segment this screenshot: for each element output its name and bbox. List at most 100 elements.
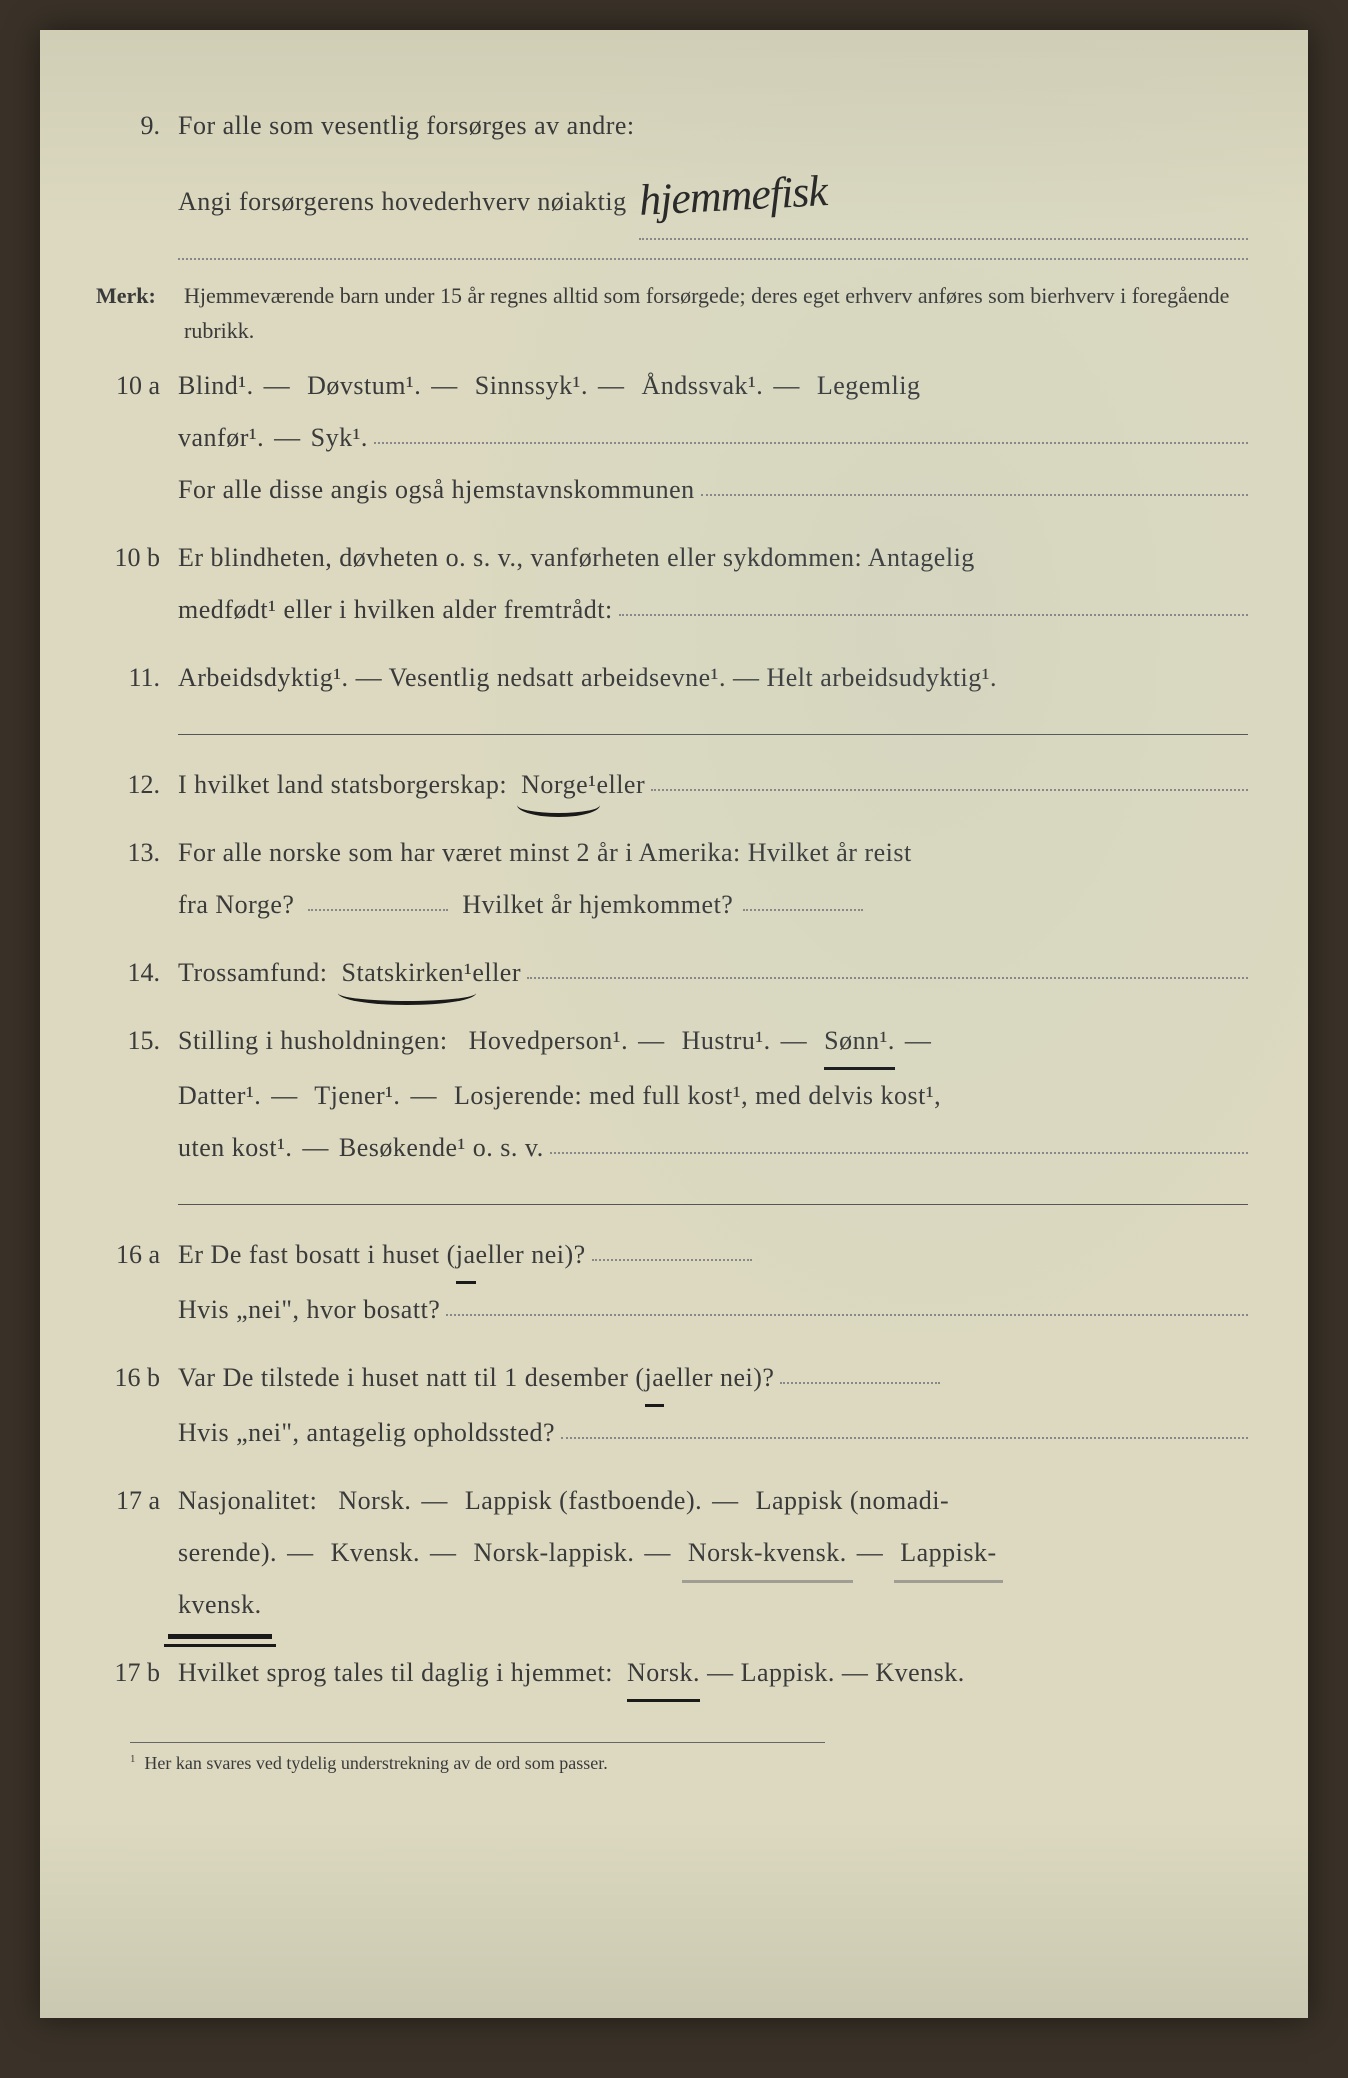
q10a-opt-sinnssyk: Sinnssyk¹. (475, 371, 588, 400)
q10a-opt-andssvak: Åndssvak¹. (641, 371, 763, 400)
q16a-line2-text: Hvis „nei", hvor bosatt? (178, 1284, 440, 1336)
q13-line2-a: fra Norge? (178, 879, 294, 931)
q10a-kommune-field[interactable] (701, 494, 1248, 496)
q10a-opt-syk: Syk¹. (311, 412, 368, 464)
q16b-content: Var De tilstede i huset natt til 1 desem… (178, 1352, 1248, 1459)
q9-line2-lead: Angi forsørgerens hovederhverv nøiaktig (178, 176, 627, 228)
q17a-lead: Nasjonalitet: (178, 1486, 317, 1515)
question-10a: 10 a Blind¹.— Døvstum¹.— Sinnssyk¹.— Ånd… (90, 360, 1248, 516)
q10a-line2: vanfør¹.— Syk¹. (178, 412, 1248, 464)
q12-content: I hvilket land statsborgerskap: Norge¹ e… (178, 759, 1248, 811)
q16a-selected-ja: ja (456, 1229, 476, 1284)
q15-line3: uten kost¹.— Besøkende¹ o. s. v. (178, 1122, 1248, 1174)
q16a-field[interactable] (592, 1259, 752, 1261)
q10a-line3: For alle disse angis også hjemstavnskomm… (178, 464, 1248, 516)
q10b-number: 10 b (90, 532, 178, 584)
merk-label: Merk: (90, 278, 184, 348)
q17b-opt-kvensk: Kvensk. (875, 1658, 964, 1687)
q16b-field[interactable] (780, 1382, 940, 1384)
q17a-number: 17 a (90, 1475, 178, 1527)
q13-year-left-field[interactable] (308, 909, 448, 911)
q17a-content: Nasjonalitet: Norsk.— Lappisk (fastboend… (178, 1475, 1248, 1631)
question-15: 15. Stilling i husholdningen: Hovedperso… (90, 1015, 1248, 1174)
q14-field[interactable] (527, 977, 1248, 979)
q10b-line2: medfødt¹ eller i hvilken alder fremtrådt… (178, 584, 1248, 636)
q16a-line1-a: Er De fast bosatt i huset ( (178, 1229, 456, 1281)
question-17b: 17 b Hvilket sprog tales til daglig i hj… (90, 1647, 1248, 1702)
q12-number: 12. (90, 759, 178, 811)
q15-opt-datter: Datter¹. (178, 1081, 261, 1110)
q12-tail: eller (596, 759, 645, 811)
divider (178, 258, 1248, 260)
q9-answer-field[interactable]: hjemmefisk (639, 150, 1248, 240)
q17a-opt-norsk-lappisk: Norsk-lappisk. (474, 1538, 635, 1567)
q17a-line1: Nasjonalitet: Norsk.— Lappisk (fastboend… (178, 1475, 1248, 1527)
q11-opt-1: Arbeidsdyktig¹. (178, 663, 349, 692)
q11-opt-2: Vesentlig nedsatt arbeidsevne¹. (389, 663, 726, 692)
q10b-content: Er blindheten, døvheten o. s. v., vanfør… (178, 532, 1248, 636)
q16b-ophold-field[interactable] (561, 1437, 1248, 1439)
merk-text: Hjemmeværende barn under 15 år regnes al… (184, 278, 1248, 348)
question-13: 13. For alle norske som har været minst … (90, 827, 1248, 931)
q10b-line2-text: medfødt¹ eller i hvilken alder fremtrådt… (178, 584, 613, 636)
q12-field[interactable] (651, 789, 1248, 791)
q16a-number: 16 a (90, 1229, 178, 1281)
q15-opt-utenkost: uten kost¹. (178, 1122, 292, 1174)
q16b-line2-text: Hvis „nei", antagelig opholdssted? (178, 1407, 555, 1459)
q13-line2: fra Norge? Hvilket år hjemkommet? (178, 879, 1248, 931)
section-divider-2 (178, 1204, 1248, 1205)
q16a-content: Er De fast bosatt i huset (ja eller nei)… (178, 1229, 1248, 1336)
q11-opt-3: Helt arbeidsudyktig¹. (766, 663, 997, 692)
q14-lead: Trossamfund: (178, 947, 328, 999)
q17a-line2: serende).— Kvensk.— Norsk-lappisk.— Nors… (178, 1527, 1248, 1579)
q16b-line1-a: Var De tilstede i huset natt til 1 desem… (178, 1352, 645, 1404)
q16b-line2: Hvis „nei", antagelig opholdssted? (178, 1407, 1248, 1459)
question-11: 11. Arbeidsdyktig¹. — Vesentlig nedsatt … (90, 652, 1248, 704)
q17a-line3: kvensk. (178, 1579, 1248, 1631)
census-form-page: 9. For alle som vesentlig forsørges av a… (40, 30, 1308, 2018)
q14-selected-statskirken: Statskirken¹ (342, 947, 473, 999)
q10b-field[interactable] (619, 614, 1248, 616)
q10a-field[interactable] (374, 442, 1248, 444)
q13-number: 13. (90, 827, 178, 879)
footnote-text: Her kan svares ved tydelig understreknin… (144, 1753, 607, 1773)
q16b-number: 16 b (90, 1352, 178, 1404)
question-17a: 17 a Nasjonalitet: Norsk.— Lappisk (fast… (90, 1475, 1248, 1631)
q13-content: For alle norske som har været minst 2 år… (178, 827, 1248, 931)
q15-opt-hovedperson: Hovedperson¹. (469, 1026, 628, 1055)
q17b-lead: Hvilket sprog tales til daglig i hjemmet… (178, 1658, 613, 1687)
q16b-line1: Var De tilstede i huset natt til 1 desem… (178, 1352, 1248, 1407)
q14-content: Trossamfund: Statskirken¹ eller (178, 947, 1248, 999)
q10b-line1: Er blindheten, døvheten o. s. v., vanfør… (178, 532, 1248, 584)
q10a-opt-blind: Blind¹. (178, 371, 254, 400)
q15-line1: Stilling i husholdningen: Hovedperson¹.—… (178, 1015, 1248, 1070)
q14-number: 14. (90, 947, 178, 999)
q17b-content: Hvilket sprog tales til daglig i hjemmet… (178, 1647, 1248, 1702)
q13-year-return-field[interactable] (743, 909, 863, 911)
note-merk: Merk: Hjemmeværende barn under 15 år reg… (90, 278, 1248, 348)
q9-handwritten-answer: hjemmefisk (636, 147, 828, 245)
q15-opt-tjener: Tjener¹. (314, 1081, 400, 1110)
q16b-selected-ja: ja (645, 1352, 665, 1407)
q17a-opt-norsk: Norsk. (338, 1486, 411, 1515)
q17b-selected-norsk: Norsk. (627, 1647, 700, 1702)
q11-number: 11. (90, 652, 178, 704)
q9-line1: For alle som vesentlig forsørges av andr… (178, 100, 1248, 152)
q16b-line1-b: eller nei)? (664, 1352, 774, 1404)
q15-lead: Stilling i husholdningen: (178, 1026, 448, 1055)
question-10b: 10 b Er blindheten, døvheten o. s. v., v… (90, 532, 1248, 636)
q16a-line2: Hvis „nei", hvor bosatt? (178, 1284, 1248, 1336)
section-divider (178, 734, 1248, 735)
q16a-bosatt-field[interactable] (446, 1314, 1248, 1316)
q17b-number: 17 b (90, 1647, 178, 1699)
q9-content: For alle som vesentlig forsørges av andr… (178, 100, 1248, 242)
question-16b: 16 b Var De tilstede i huset natt til 1 … (90, 1352, 1248, 1459)
q11-content: Arbeidsdyktig¹. — Vesentlig nedsatt arbe… (178, 652, 1248, 704)
q15-field[interactable] (550, 1152, 1248, 1154)
q16a-line1-b: eller nei)? (476, 1229, 586, 1281)
question-12: 12. I hvilket land statsborgerskap: Norg… (90, 759, 1248, 811)
q15-opt-besokende: Besøkende¹ o. s. v. (339, 1122, 544, 1174)
q9-line2: Angi forsørgerens hovederhverv nøiaktig … (178, 152, 1248, 242)
q15-line2: Datter¹.— Tjener¹.— Losjerende: med full… (178, 1070, 1248, 1122)
q15-opt-losjerende: Losjerende: med full kost¹, med delvis k… (454, 1081, 941, 1110)
